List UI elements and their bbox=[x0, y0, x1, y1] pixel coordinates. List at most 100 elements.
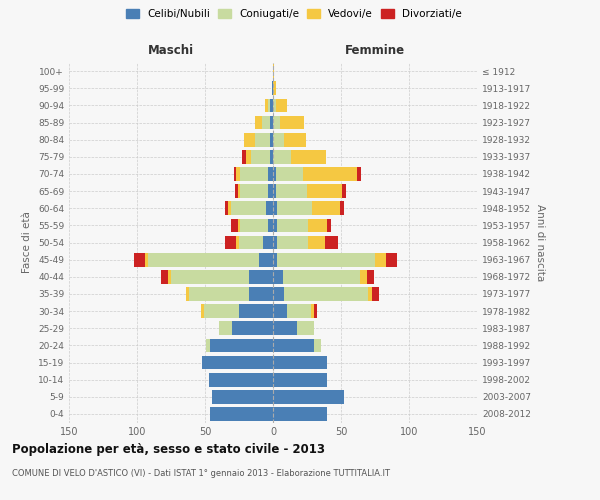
Bar bbox=[268, 218, 273, 232]
Bar bbox=[239, 304, 273, 318]
Bar bbox=[256, 133, 270, 146]
Bar bbox=[218, 322, 232, 335]
Bar bbox=[268, 184, 273, 198]
Bar bbox=[244, 133, 256, 146]
Bar bbox=[273, 184, 276, 198]
Bar bbox=[270, 150, 273, 164]
Bar bbox=[328, 218, 331, 232]
Bar bbox=[171, 270, 248, 283]
Bar bbox=[270, 133, 273, 146]
Bar bbox=[314, 338, 320, 352]
Bar bbox=[235, 184, 238, 198]
Legend: Celibi/Nubili, Coniugati/e, Vedovi/e, Divorziati/e: Celibi/Nubili, Coniugati/e, Vedovi/e, Di… bbox=[122, 5, 466, 24]
Bar bbox=[308, 218, 328, 232]
Bar bbox=[277, 218, 308, 232]
Bar bbox=[268, 98, 270, 112]
Bar bbox=[273, 287, 284, 301]
Bar bbox=[276, 167, 303, 181]
Bar bbox=[161, 270, 168, 283]
Bar bbox=[273, 236, 277, 250]
Bar bbox=[314, 304, 317, 318]
Bar bbox=[228, 202, 231, 215]
Bar bbox=[241, 167, 268, 181]
Bar bbox=[241, 218, 268, 232]
Bar bbox=[283, 270, 360, 283]
Bar bbox=[273, 322, 298, 335]
Bar bbox=[226, 236, 236, 250]
Bar bbox=[239, 236, 263, 250]
Bar bbox=[272, 82, 273, 95]
Bar bbox=[242, 150, 246, 164]
Bar bbox=[367, 270, 374, 283]
Bar bbox=[273, 116, 280, 130]
Bar bbox=[313, 202, 340, 215]
Bar bbox=[186, 287, 188, 301]
Bar bbox=[202, 356, 273, 370]
Bar bbox=[266, 202, 273, 215]
Bar bbox=[284, 133, 305, 146]
Bar bbox=[273, 167, 276, 181]
Bar bbox=[211, 407, 273, 421]
Bar bbox=[265, 98, 268, 112]
Bar bbox=[273, 356, 328, 370]
Bar bbox=[273, 390, 344, 404]
Bar bbox=[236, 236, 239, 250]
Bar bbox=[233, 167, 236, 181]
Bar bbox=[277, 236, 308, 250]
Bar bbox=[134, 253, 145, 266]
Bar bbox=[303, 167, 358, 181]
Bar bbox=[263, 236, 273, 250]
Bar bbox=[277, 253, 375, 266]
Bar bbox=[386, 253, 397, 266]
Bar bbox=[273, 133, 284, 146]
Bar bbox=[372, 287, 379, 301]
Bar bbox=[231, 218, 238, 232]
Bar bbox=[273, 253, 277, 266]
Bar bbox=[273, 373, 328, 386]
Bar bbox=[340, 202, 344, 215]
Bar bbox=[273, 304, 287, 318]
Text: Popolazione per età, sesso e stato civile - 2013: Popolazione per età, sesso e stato civil… bbox=[12, 442, 325, 456]
Bar bbox=[209, 373, 273, 386]
Bar bbox=[268, 167, 273, 181]
Bar bbox=[238, 184, 241, 198]
Bar bbox=[368, 287, 372, 301]
Text: Femmine: Femmine bbox=[345, 44, 405, 58]
Bar bbox=[262, 116, 270, 130]
Bar bbox=[273, 82, 276, 95]
Bar bbox=[325, 236, 338, 250]
Bar bbox=[259, 253, 273, 266]
Bar bbox=[280, 116, 304, 130]
Bar bbox=[273, 270, 283, 283]
Y-axis label: Fasce di età: Fasce di età bbox=[22, 212, 32, 274]
Bar bbox=[273, 64, 274, 78]
Text: COMUNE DI VELO D'ASTICO (VI) - Dati ISTAT 1° gennaio 2013 - Elaborazione TUTTITA: COMUNE DI VELO D'ASTICO (VI) - Dati ISTA… bbox=[12, 469, 390, 478]
Bar bbox=[343, 184, 346, 198]
Bar bbox=[307, 184, 343, 198]
Bar bbox=[270, 116, 273, 130]
Bar bbox=[273, 407, 328, 421]
Bar bbox=[203, 304, 239, 318]
Bar bbox=[284, 287, 368, 301]
Bar bbox=[236, 167, 241, 181]
Bar bbox=[273, 98, 276, 112]
Bar bbox=[148, 253, 259, 266]
Bar bbox=[241, 184, 268, 198]
Bar bbox=[248, 270, 273, 283]
Bar bbox=[276, 98, 287, 112]
Bar bbox=[246, 150, 251, 164]
Y-axis label: Anni di nascita: Anni di nascita bbox=[535, 204, 545, 281]
Bar bbox=[256, 116, 262, 130]
Bar bbox=[168, 270, 171, 283]
Bar bbox=[298, 322, 314, 335]
Bar bbox=[145, 253, 148, 266]
Bar bbox=[311, 304, 314, 318]
Bar bbox=[188, 287, 248, 301]
Bar bbox=[201, 304, 203, 318]
Bar bbox=[375, 253, 386, 266]
Bar bbox=[273, 150, 290, 164]
Bar bbox=[276, 184, 307, 198]
Bar bbox=[232, 322, 273, 335]
Bar bbox=[251, 150, 270, 164]
Bar bbox=[248, 287, 273, 301]
